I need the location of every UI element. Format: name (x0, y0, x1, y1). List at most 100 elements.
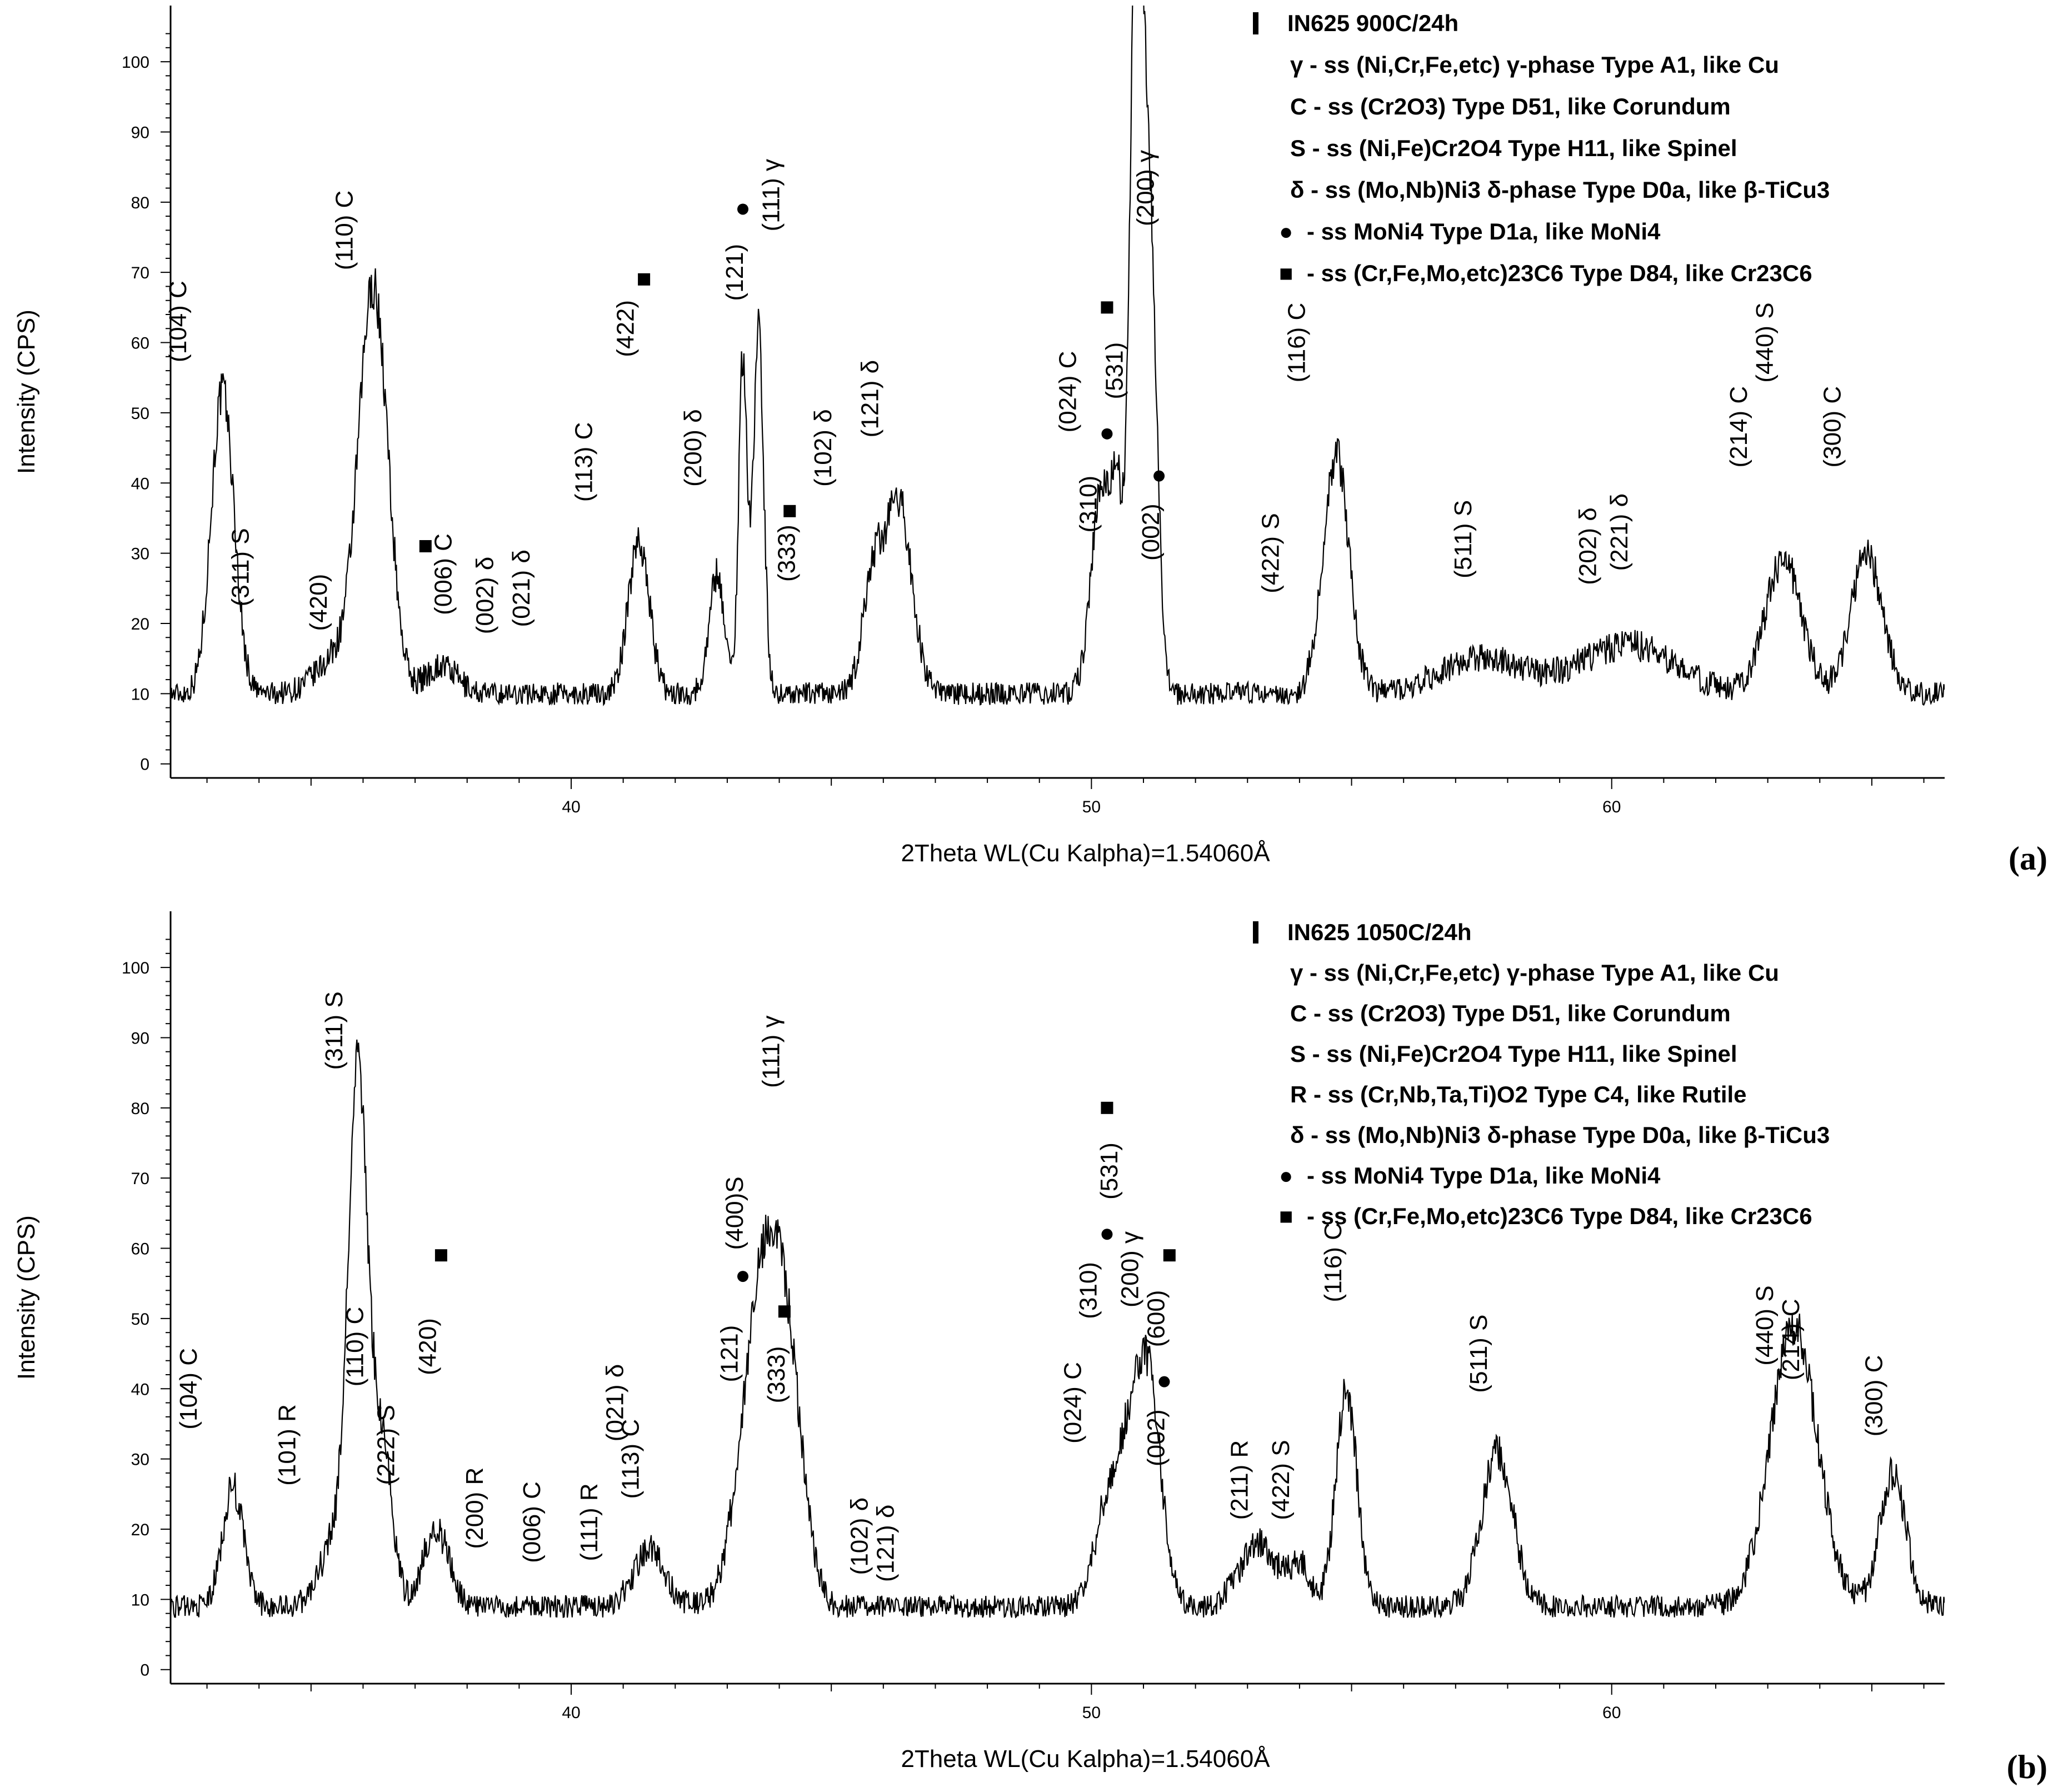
peak-label: (333) (763, 1346, 790, 1404)
y-tick-label: 10 (131, 1591, 149, 1609)
peak-label: (002) (1137, 503, 1165, 561)
peak-label: (420) (305, 574, 332, 631)
x-tick-label: 40 (562, 1704, 580, 1722)
peak-label: (006) C (518, 1481, 546, 1563)
peak-label: (121) δ (857, 360, 884, 437)
peak-label: (531) (1096, 1142, 1123, 1200)
panel-b-xrd-chart: 0 10 20 30 40 50 60 70 80 90 100 40 50 60 2Theta WL(Cu… (13, 911, 2047, 1785)
y-axis-label: Intensity (CPS) (13, 1215, 40, 1380)
moni4-circle-marker (1158, 1376, 1170, 1387)
panel-label: (a) (2009, 840, 2047, 877)
peak-label: (102) δ (846, 1498, 873, 1575)
x-axis-label: 2Theta WL(Cu Kalpha)=1.54060Å (901, 840, 1270, 867)
peak-label: (104) C (175, 1348, 202, 1430)
peak-label: (440) S (1751, 302, 1779, 382)
legend-item: - ss (Cr,Fe,Mo,etc)23C6 Type D84, like C… (1307, 260, 1812, 286)
y-tick-label: 70 (131, 264, 149, 282)
y-tick-label: 40 (131, 1380, 149, 1399)
peak-label: (311) S (227, 528, 254, 606)
legend-symbol: ■ (1279, 1203, 1293, 1229)
moni4-circle-marker (1153, 470, 1165, 482)
moni4-circle-marker (737, 1271, 748, 1282)
peak-label: (420) (414, 1318, 442, 1375)
legend-item: - ss MoNi4 Type D1a, like MoNi4 (1307, 1162, 1661, 1189)
y-tick-label: 0 (140, 1661, 149, 1680)
y-tick-label: 60 (131, 335, 149, 353)
legend-item: δ - ss (Mo,Nb)Ni3 δ-phase Type D0a, like… (1290, 1122, 1830, 1148)
peak-label: (511) S (1450, 500, 1477, 578)
y-tick-label: 40 (131, 475, 149, 493)
y-tick-label: 30 (131, 1451, 149, 1469)
y-tick-label: 0 (140, 756, 149, 774)
peak-label: (110) C (331, 191, 358, 270)
peak-label: (222) S (373, 1405, 400, 1485)
x-tick-label: 60 (1602, 798, 1621, 816)
x-tick-label: 60 (1602, 1704, 1621, 1722)
peak-label: (121) (716, 1325, 743, 1382)
y-tick-label: 20 (131, 1521, 149, 1539)
legend-symbol: ● (1279, 1162, 1293, 1189)
legend-symbol: ● (1279, 218, 1293, 244)
carbide-square-marker (1101, 1101, 1113, 1114)
peak-label: (021) δ (602, 1364, 629, 1441)
peak-label: (200) R (461, 1467, 488, 1549)
peak-label: (400)S (721, 1176, 748, 1250)
peak-label: (116) C (1320, 1222, 1347, 1302)
peak-label: (006) C (430, 533, 457, 615)
y-tick-label: 90 (131, 1029, 149, 1047)
peak-label: (111) γ (758, 159, 785, 231)
peak-label: (002) (1143, 1409, 1170, 1466)
x-axis-label: 2Theta WL(Cu Kalpha)=1.54060Å (901, 1745, 1270, 1773)
peak-label: (214) C (1725, 386, 1752, 468)
peak-label: (024) C (1060, 1362, 1087, 1444)
peak-label: (214) C (1777, 1299, 1805, 1380)
peak-label: (422) (612, 300, 639, 357)
peak-label: (200) γ (1132, 150, 1160, 226)
y-tick-label: 70 (131, 1170, 149, 1188)
peak-label: (111) γ (758, 1015, 785, 1087)
x-tick-label: 50 (1082, 798, 1101, 816)
peak-label: (511) S (1465, 1315, 1492, 1393)
peak-label: (021) δ (508, 550, 535, 627)
carbide-square-marker (1163, 1249, 1176, 1262)
carbide-square-marker (419, 540, 432, 552)
moni4-circle-marker (737, 203, 748, 215)
peak-label: (121) δ (872, 1505, 900, 1582)
panel-label: (b) (2007, 1749, 2047, 1785)
peak-label: (113) C (571, 422, 598, 502)
peak-label: (310) (1075, 1262, 1102, 1319)
legend-item: S - ss (Ni,Fe)Cr2O4 Type H11, like Spine… (1290, 1041, 1737, 1067)
carbide-square-marker (434, 1249, 447, 1262)
peak-label: (102) δ (810, 409, 837, 486)
peak-label: (101) R (274, 1404, 301, 1486)
legend-title: IN625 1050C/24h (1287, 919, 1472, 945)
peak-label: (311) S (321, 991, 348, 1070)
legend-item: S - ss (Ni,Fe)Cr2O4 Type H11, like Spine… (1290, 135, 1737, 161)
xrd-pattern-line (171, 1039, 1945, 1619)
peak-label: (202) δ (1575, 507, 1602, 585)
y-tick-label: 30 (131, 545, 149, 563)
y-tick-label: 80 (131, 194, 149, 212)
moni4-circle-marker (1101, 428, 1113, 440)
legend-title: IN625 900C/24h (1287, 10, 1458, 36)
y-tick-label: 50 (131, 1310, 149, 1329)
xrd-pattern-line (171, 6, 1945, 707)
legend-bar-icon (1253, 12, 1258, 34)
panel-a-xrd-chart: 0 10 20 30 40 50 60 70 80 90 100 40 50 60 2Theta WL(Cu… (13, 6, 2047, 877)
peak-label: (333) (773, 525, 801, 582)
peak-label: (300) C (1861, 1355, 1888, 1437)
carbide-square-marker (638, 273, 651, 286)
peak-label: (121) (721, 244, 748, 301)
peak-label: (200) γ (1117, 1231, 1144, 1307)
y-tick-label: 90 (131, 123, 149, 142)
legend: IN625 1050C/24h γ - ss (Ni,Cr,Fe,etc) γ-p… (1253, 919, 1830, 1229)
peak-label: (221) δ (1606, 493, 1633, 571)
peak-label: (422) S (1267, 1440, 1295, 1520)
x-tick-label: 50 (1082, 1704, 1101, 1722)
peak-label: (310) (1075, 476, 1102, 533)
peak-label: (111) R (576, 1483, 603, 1561)
peak-label: (211) R (1226, 1440, 1253, 1520)
peak-label: (600) (1143, 1290, 1170, 1347)
legend-item: γ - ss (Ni,Cr,Fe,etc) γ-phase Type A1, l… (1290, 960, 1779, 986)
legend-item: C - ss (Cr2O3) Type D51, like Corundum (1290, 93, 1731, 119)
